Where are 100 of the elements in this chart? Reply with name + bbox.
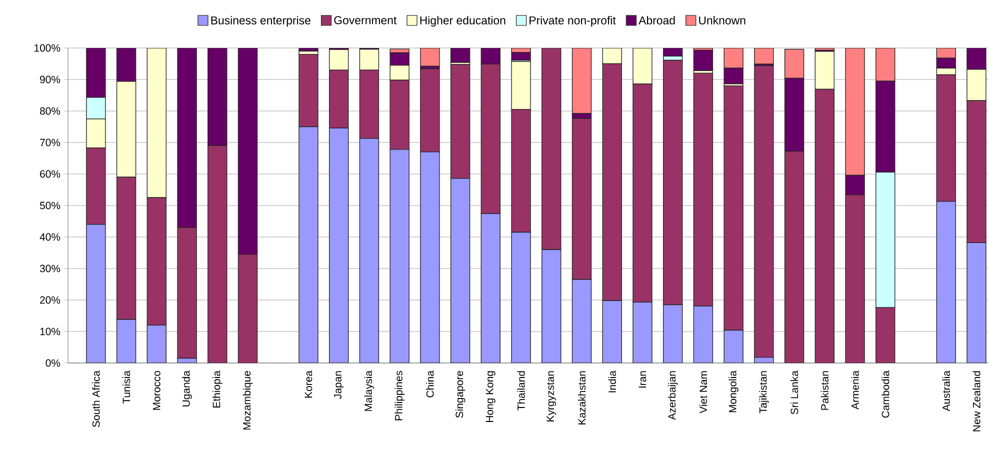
x-tick-label: Armenia	[851, 370, 859, 410]
bar	[662, 304, 683, 363]
x-tick-label: Ethiopia	[212, 370, 222, 408]
x-tick-label: China	[426, 370, 434, 398]
x-tick-label: Iran	[638, 371, 646, 388]
bar	[359, 48, 380, 70]
legend-label: Higher education	[420, 16, 506, 27]
bar	[146, 197, 167, 326]
bar	[86, 148, 106, 225]
bar	[450, 178, 470, 363]
bar	[328, 49, 349, 70]
bar	[632, 302, 652, 363]
bar	[511, 61, 531, 110]
x-tick-label: Sri Lanka	[790, 370, 798, 414]
bar	[845, 174, 865, 196]
y-tick-label: 10%	[40, 328, 60, 336]
bar	[450, 64, 470, 179]
bar	[328, 128, 349, 363]
y-tick-label: 30%	[40, 264, 60, 272]
bar	[693, 50, 714, 72]
y-tick-label: 0%	[46, 359, 60, 367]
x-tick-label: New Zealand	[972, 371, 980, 432]
bar	[542, 249, 562, 363]
x-tick-label: Australia	[942, 370, 950, 412]
y-tick-label: 100%	[34, 44, 60, 52]
x-tick-label: Kyrgyzstan	[546, 371, 556, 422]
bar	[420, 68, 440, 152]
bar	[845, 194, 865, 363]
x-tick-label: Tunisia	[122, 370, 130, 404]
legend-label: Government	[334, 16, 397, 24]
bar	[511, 232, 531, 363]
x-tick-label: Azerbaijan	[668, 371, 678, 420]
x-tick-label: Uganda	[182, 370, 192, 406]
bar	[116, 319, 136, 363]
bar	[420, 48, 440, 67]
bar	[86, 48, 106, 98]
bar	[511, 109, 531, 233]
bar	[390, 149, 410, 363]
y-tick-label: 50%	[40, 202, 60, 210]
bar	[480, 213, 501, 363]
bar	[390, 52, 410, 66]
x-tick-label: Pakistan	[820, 371, 829, 410]
x-tick-label: Morocco	[153, 370, 160, 410]
bar	[876, 80, 896, 172]
bar	[116, 48, 136, 82]
bar	[480, 48, 501, 64]
bar	[724, 330, 744, 363]
bar	[572, 118, 592, 280]
bar	[662, 60, 683, 306]
bar	[754, 65, 774, 358]
bar	[845, 48, 865, 176]
bar	[390, 80, 410, 150]
bar	[724, 68, 744, 84]
bar	[359, 70, 380, 139]
bar	[208, 145, 228, 363]
bar	[390, 64, 410, 80]
y-tick-label: 20%	[40, 296, 60, 304]
x-tick-label: Philippines	[394, 370, 404, 420]
bar	[572, 48, 592, 114]
y-tick-label: 80%	[40, 107, 60, 115]
bar	[238, 48, 258, 255]
x-tick-label: Kazakhstan	[578, 371, 586, 424]
bar	[602, 48, 622, 64]
x-tick-label: Malaysia	[364, 370, 374, 411]
bar	[784, 78, 804, 152]
bar	[572, 279, 592, 363]
x-tick-label: Mozambique	[242, 371, 253, 430]
bar	[784, 48, 804, 79]
y-tick-label: 70%	[40, 138, 60, 146]
x-tick-label: Hong Kong	[486, 371, 496, 422]
bar	[966, 69, 986, 101]
bar	[146, 324, 167, 363]
bar	[814, 88, 835, 363]
legend-label: Private non-profit	[530, 16, 616, 27]
bar	[966, 100, 986, 244]
bar	[86, 224, 106, 363]
y-tick-label: 40%	[40, 233, 60, 241]
bar	[632, 48, 652, 84]
x-tick-label: Viet Nam	[699, 371, 708, 414]
bar	[298, 126, 318, 363]
bar	[116, 176, 136, 320]
bar	[966, 48, 986, 70]
bar	[480, 64, 501, 214]
bar	[876, 48, 896, 82]
bar	[814, 51, 835, 90]
bar	[966, 242, 986, 363]
x-tick-label: Singapore	[455, 371, 466, 418]
bar	[86, 118, 106, 148]
bar	[177, 227, 197, 359]
bar	[420, 152, 440, 363]
x-tick-label: Thailand	[517, 371, 525, 410]
bar	[328, 70, 349, 128]
x-tick-label: India	[608, 370, 616, 392]
bar	[146, 48, 167, 198]
legend-label: Abroad	[638, 16, 675, 24]
x-tick-label: South Africa	[92, 370, 100, 428]
bar	[876, 307, 896, 363]
y-tick-label: 90%	[40, 76, 60, 84]
bar	[724, 85, 744, 331]
bar	[208, 48, 228, 146]
